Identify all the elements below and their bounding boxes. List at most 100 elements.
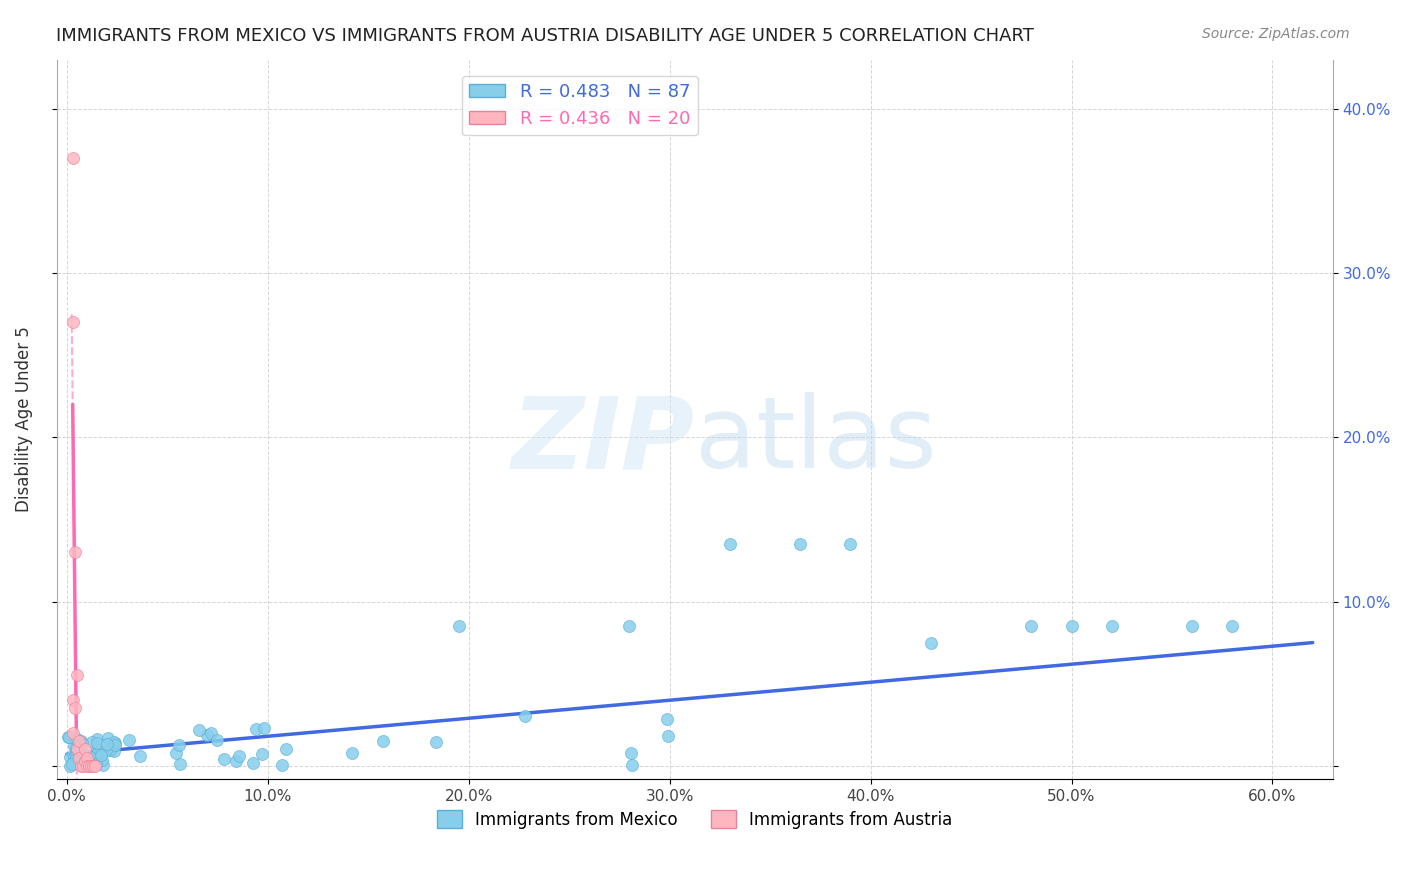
Point: [169, 757, 191, 772]
Point: [205, 732, 228, 747]
Point: [104, 736, 127, 750]
Point: [86, 747, 108, 762]
Point: [1220, 619, 1243, 633]
Point: [82, 753, 104, 767]
Point: [228, 748, 250, 763]
Point: [276, 742, 298, 756]
Point: [76, 758, 98, 772]
Point: [70, 756, 93, 771]
Text: atlas: atlas: [695, 392, 936, 490]
Point: [75, 755, 97, 769]
Point: [86, 756, 108, 771]
Point: [657, 730, 679, 744]
Point: [97, 731, 120, 745]
Point: [58, 749, 80, 764]
Point: [66, 668, 89, 682]
Point: [70, 749, 93, 764]
Point: [62, 751, 84, 765]
Point: [80, 758, 103, 772]
Point: [63, 701, 86, 715]
Point: [250, 747, 273, 761]
Point: [187, 723, 209, 737]
Point: [86, 742, 108, 756]
Point: [425, 735, 447, 749]
Point: [62, 315, 84, 329]
Point: [200, 725, 222, 739]
Legend: Immigrants from Mexico, Immigrants from Austria: Immigrants from Mexico, Immigrants from …: [430, 804, 959, 835]
Point: [76, 750, 98, 764]
Point: [77, 758, 100, 772]
Point: [839, 537, 862, 551]
Point: [66, 732, 89, 747]
Point: [340, 746, 363, 760]
Point: [86, 731, 108, 746]
Point: [270, 757, 292, 772]
Point: [789, 537, 811, 551]
Point: [245, 722, 267, 736]
Point: [70, 734, 93, 748]
Point: [371, 734, 394, 748]
Point: [93, 757, 115, 772]
Text: ZIP: ZIP: [512, 392, 695, 490]
Text: IMMIGRANTS FROM MEXICO VS IMMIGRANTS FROM AUSTRIA DISABILITY AGE UNDER 5 CORRELA: IMMIGRANTS FROM MEXICO VS IMMIGRANTS FRO…: [56, 27, 1035, 45]
Point: [91, 753, 114, 767]
Point: [103, 734, 125, 748]
Point: [513, 709, 536, 723]
Point: [73, 742, 96, 756]
Point: [58, 730, 80, 744]
Point: [66, 742, 89, 756]
Point: [67, 734, 90, 748]
Point: [62, 726, 84, 740]
Point: [195, 728, 218, 742]
Point: [98, 743, 121, 757]
Point: [63, 739, 86, 754]
Point: [619, 619, 641, 633]
Point: [225, 755, 247, 769]
Point: [67, 750, 90, 764]
Point: [1181, 619, 1204, 633]
Point: [72, 758, 94, 772]
Point: [70, 736, 93, 750]
Point: [167, 738, 190, 752]
Point: [83, 758, 105, 772]
Point: [90, 748, 112, 763]
Point: [128, 749, 150, 764]
Point: [60, 756, 83, 771]
Point: [242, 756, 264, 770]
Point: [77, 757, 100, 772]
Point: [1021, 619, 1043, 633]
Point: [66, 755, 89, 769]
Point: [69, 758, 91, 772]
Point: [82, 735, 104, 749]
Point: [77, 756, 100, 770]
Text: Source: ZipAtlas.com: Source: ZipAtlas.com: [1202, 27, 1350, 41]
Point: [79, 750, 101, 764]
Point: [94, 743, 117, 757]
Point: [253, 721, 276, 735]
Point: [75, 748, 97, 763]
Point: [1060, 619, 1083, 633]
Point: [82, 758, 104, 772]
Point: [1101, 619, 1123, 633]
Point: [62, 693, 84, 707]
Point: [165, 746, 187, 760]
Point: [447, 619, 470, 633]
Point: [63, 545, 86, 559]
Point: [86, 736, 108, 750]
Point: [718, 537, 741, 551]
Y-axis label: Disability Age Under 5: Disability Age Under 5: [15, 326, 32, 512]
Point: [103, 744, 125, 758]
Point: [920, 635, 942, 649]
Point: [63, 751, 86, 765]
Point: [65, 753, 87, 767]
Point: [96, 737, 118, 751]
Point: [65, 731, 87, 746]
Point: [104, 738, 127, 752]
Point: [56, 730, 79, 744]
Point: [621, 758, 644, 772]
Point: [65, 741, 87, 756]
Point: [59, 758, 82, 772]
Point: [212, 752, 235, 766]
Point: [73, 754, 96, 768]
Point: [655, 712, 678, 726]
